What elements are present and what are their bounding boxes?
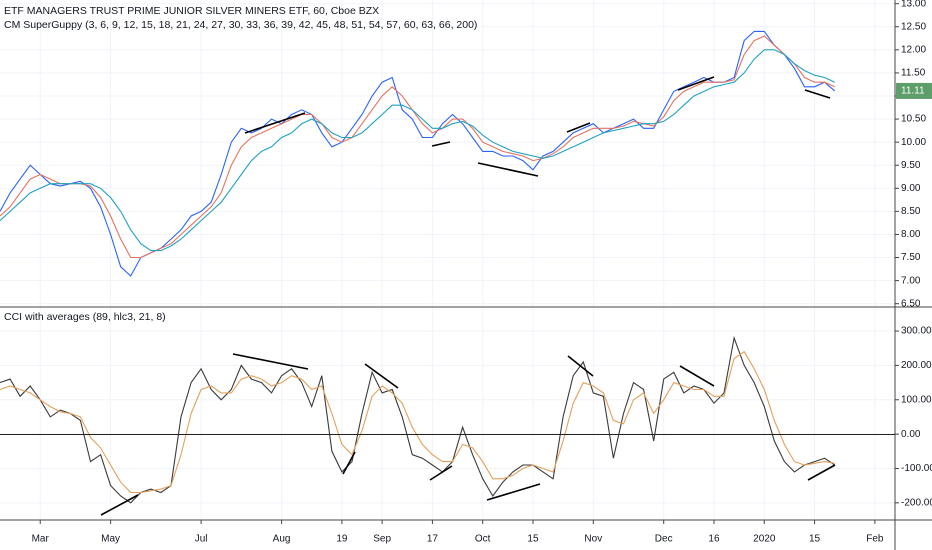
trend-line xyxy=(244,112,306,134)
y-tick-label: 8.50 xyxy=(901,206,921,217)
x-tick-label: Mar xyxy=(32,534,50,545)
y-tick-label: -100.00 xyxy=(901,463,932,474)
x-tick-label: Feb xyxy=(866,534,884,545)
grid xyxy=(0,0,895,520)
trend-line xyxy=(567,355,594,377)
plot xyxy=(0,30,836,504)
y-tick-label: 0.00 xyxy=(901,429,921,440)
trend-line xyxy=(679,365,715,387)
series-line xyxy=(0,335,836,504)
trend-line xyxy=(431,141,451,147)
x-tick-label: 16 xyxy=(708,534,720,545)
y-tick-label: 8.00 xyxy=(901,229,921,240)
y-tick-label: 100.00 xyxy=(901,394,932,405)
y-tick-label: 9.00 xyxy=(901,183,921,194)
y-tick-label: 9.50 xyxy=(901,160,921,171)
x-tick-label: 2020 xyxy=(753,534,776,545)
y-tick-label: 6.50 xyxy=(901,298,921,309)
y-tick-label: -200.00 xyxy=(901,497,932,508)
chart-title: ETF MANAGERS TRUST PRIME JUNIOR SILVER M… xyxy=(4,5,379,17)
trend-line xyxy=(342,451,356,475)
indicator-title: CCI with averages (89, hlc3, 21, 8) xyxy=(4,311,166,323)
series-line xyxy=(0,350,835,494)
x-tick-label: 15 xyxy=(809,534,821,545)
y-tick-label: 10.00 xyxy=(901,137,926,148)
y-tick-label: 13.00 xyxy=(901,0,926,9)
trend-line xyxy=(232,353,309,370)
y-tick-label: 300.00 xyxy=(901,326,932,337)
trend-lines xyxy=(100,76,836,516)
last-price-label: 11.11 xyxy=(901,86,925,97)
y-tick-label: 7.00 xyxy=(901,275,921,286)
x-tick-label: Oct xyxy=(475,534,491,545)
x-tick-label: Jul xyxy=(195,534,208,545)
x-tick-label: May xyxy=(101,534,120,545)
y-tick-label: 7.50 xyxy=(901,252,921,263)
trend-line xyxy=(477,162,539,177)
x-tick-label: Aug xyxy=(273,534,291,545)
x-tick-label: 17 xyxy=(427,534,439,545)
x-tick-label: Nov xyxy=(584,534,602,545)
trend-line xyxy=(804,89,831,99)
y-tick-label: 200.00 xyxy=(901,360,932,371)
trend-line xyxy=(566,122,591,133)
x-tick-label: 15 xyxy=(527,534,539,545)
x-tick-label: Sep xyxy=(373,534,391,545)
trend-line xyxy=(364,363,399,389)
series-line xyxy=(0,49,835,252)
y-tick-label: 11.50 xyxy=(901,68,926,79)
series-line xyxy=(0,30,836,277)
last-price-box xyxy=(896,82,932,99)
y-tick-label: 10.50 xyxy=(901,114,926,125)
x-tick-label: 19 xyxy=(336,534,348,545)
y-tick-label: 12.00 xyxy=(901,44,926,55)
indicator-title: CM SuperGuppy (3, 6, 9, 12, 15, 18, 21, … xyxy=(4,19,477,31)
trend-line xyxy=(807,464,836,481)
trend-line xyxy=(100,494,139,516)
x-tick-label: Dec xyxy=(655,534,673,545)
series-line xyxy=(0,35,835,259)
trend-line xyxy=(429,465,453,481)
trend-line xyxy=(677,76,715,91)
y-tick-label: 12.50 xyxy=(901,21,926,32)
trend-line xyxy=(486,483,541,501)
